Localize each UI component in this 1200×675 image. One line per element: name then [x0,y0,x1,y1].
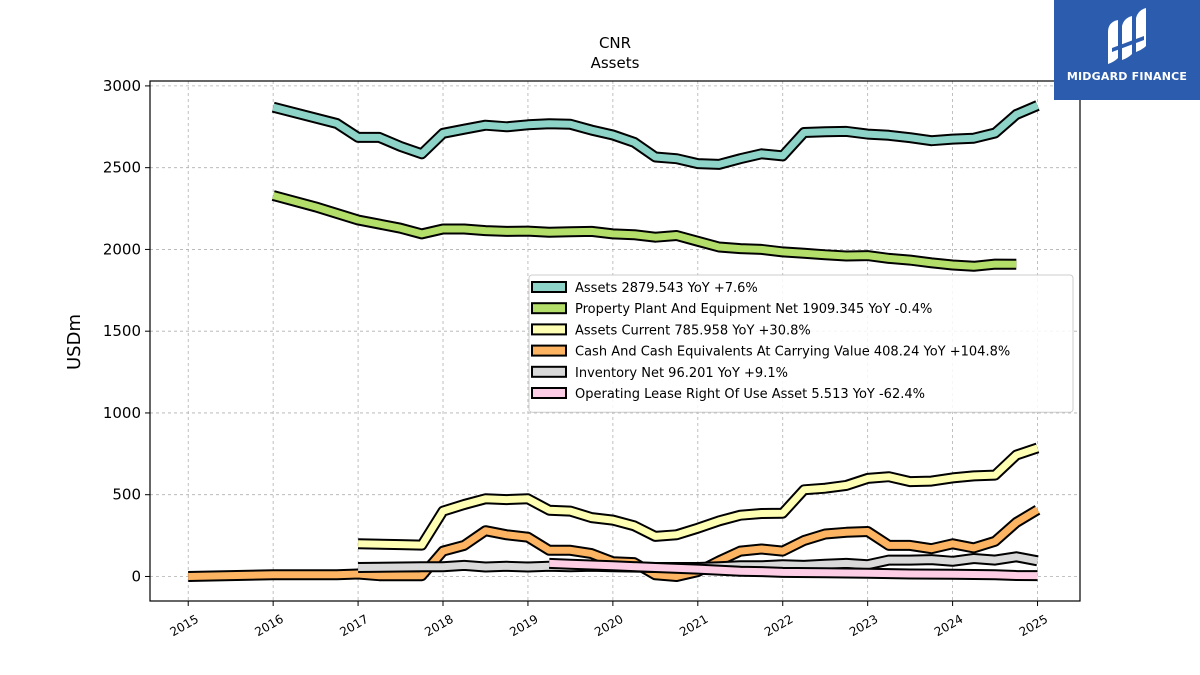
y-tick-label: 1000 [103,404,141,422]
series-line-6 [549,559,1038,580]
series-line-outline-2 [271,190,1017,272]
y-tick-label: 1500 [103,322,141,340]
x-tick-label: 2017 [337,612,370,639]
legend-label-3: Assets Current 785.958 YoY +30.8% [575,323,811,338]
legend-swatch-5 [531,365,567,378]
plot-area-frame [149,80,1081,602]
legend: Assets 2879.543 YoY +7.6% Property Plant … [528,274,1074,413]
x-tick-label: 2022 [762,612,795,639]
brand-name: MIDGARD FINANCE [1066,70,1188,83]
legend-swatch-6 [531,387,567,399]
x-tick-label: 2019 [507,612,540,639]
y-tick-label: 2000 [103,240,141,258]
x-tick-label: 2024 [932,612,965,639]
legend-label-5: Inventory Net 96.201 YoY +9.1% [575,366,788,381]
chart-title: CNR [599,34,631,52]
legend-label-6: Operating Lease Right Of Use Asset 5.513… [575,387,925,402]
x-tick-label: 2015 [167,612,200,639]
legend-label-1: Assets 2879.543 YoY +7.6% [575,281,758,296]
brand-logo: MIDGARD FINANCE [1054,0,1200,100]
legend-swatch-1 [531,281,567,293]
y-axis-label: USDm [64,314,85,370]
legend-swatch-2 [531,302,567,315]
x-tick-label: 2023 [847,612,880,639]
legend-box [528,274,1074,413]
x-tick-label: 2025 [1017,612,1050,639]
x-tick-label: 2016 [252,612,285,639]
y-tick-label: 0 [131,567,141,585]
series-line-4 [188,506,1040,580]
legend-swatch-4 [531,344,567,357]
series-line-1 [272,102,1039,168]
midgard-logo-icon [1108,8,1146,64]
series-line-2 [272,192,1017,270]
series-line-3 [358,444,1039,549]
x-tick-label: 2020 [592,612,625,639]
legend-label-4: Cash And Cash Equivalents At Carrying Va… [575,345,1010,360]
y-tick-label: 500 [112,486,141,504]
legend-swatch-3 [531,323,567,336]
y-tick-label: 2500 [103,159,141,177]
legend-label-2: Property Plant And Equipment Net 1909.34… [575,302,932,317]
x-tick-label: 2018 [422,612,455,639]
x-tick-label: 2021 [677,612,710,639]
series-layer [188,100,1041,582]
y-tick-label: 3000 [103,77,141,95]
chart-subtitle: Assets [591,54,640,72]
